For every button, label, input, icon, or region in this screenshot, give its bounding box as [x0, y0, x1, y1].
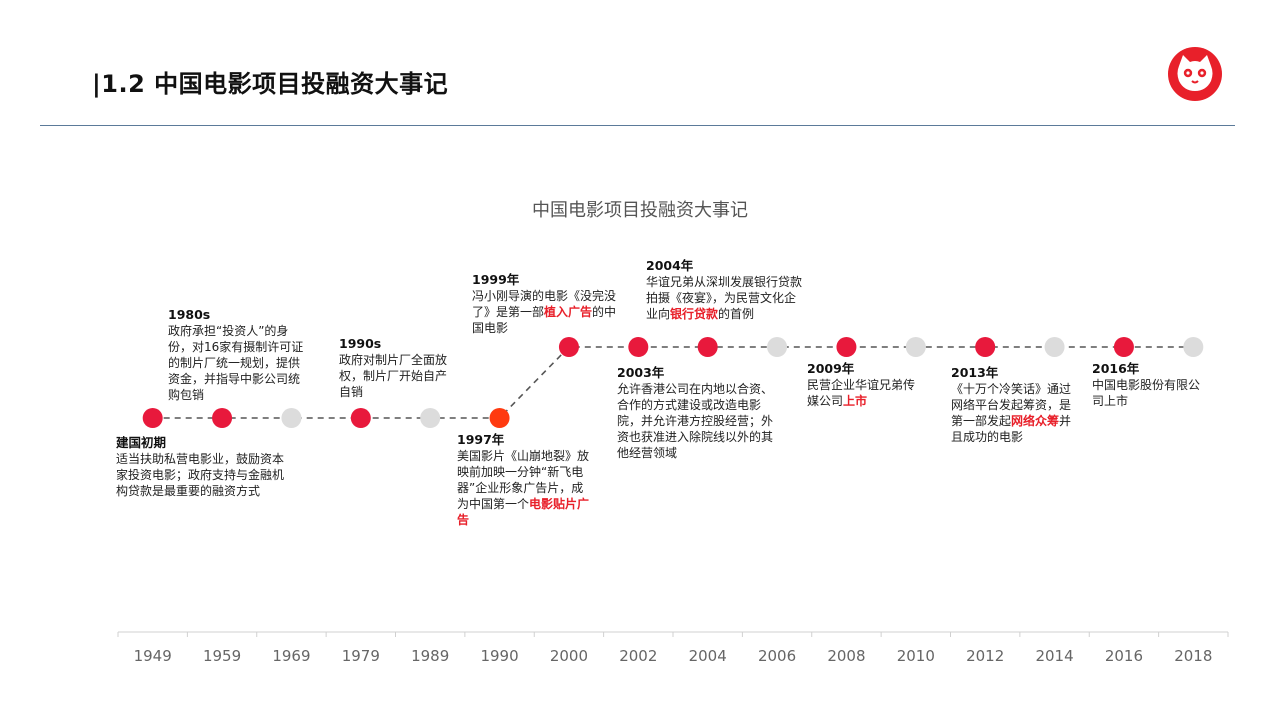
event-annotation: 1997年美国影片《山崩地裂》放映前加映一分钟“新飞电器”企业形象广告片，成为中…	[457, 432, 595, 528]
timeline-marker	[697, 337, 718, 357]
event-text: 民营企业华谊兄弟传媒公司	[807, 378, 916, 408]
event-annotation: 1999年冯小刚导演的电影《没完没了》是第一部植入广告的中国电影	[472, 272, 617, 336]
x-tick-label: 1979	[342, 647, 380, 665]
event-highlight-text: 网络众筹	[1011, 414, 1060, 428]
event-text: 美国影片《山崩地裂》放映前加映一分钟“新飞电器”企业形象广告片，成为中国第一个	[457, 449, 590, 511]
timeline-marker	[350, 408, 371, 428]
event-annotation: 2013年《十万个冷笑话》通过网络平台发起筹资，是第一部发起网络众筹并且成功的电…	[951, 365, 1079, 445]
x-tick-label: 2018	[1174, 647, 1212, 665]
event-year: 2004年	[646, 258, 694, 273]
timeline-marker	[1183, 337, 1204, 357]
x-tick-label: 2010	[897, 647, 935, 665]
x-tick-label: 2008	[827, 647, 865, 665]
slide-title: |1.2 中国电影项目投融资大事记	[92, 70, 449, 98]
timeline-marker	[212, 408, 233, 428]
timeline-marker	[489, 408, 510, 428]
x-tick-label: 2016	[1105, 647, 1143, 665]
event-annotation: 2009年民营企业华谊兄弟传媒公司上市	[807, 361, 917, 409]
timeline-marker	[142, 408, 163, 428]
event-text: 的首例	[718, 307, 755, 321]
event-highlight-text: 银行贷款	[670, 307, 719, 321]
timeline-marker	[558, 337, 579, 357]
timeline-path	[152, 346, 1194, 419]
event-text: 华谊兄弟从深圳发展银行贷款拍摄《夜宴》，为民营文化企业向	[646, 275, 803, 321]
x-tick-label: 2012	[966, 647, 1004, 665]
event-text: 冯小刚导演的电影《没完没了》是第一部	[472, 289, 617, 319]
chart-title: 中国电影项目投融资大事记	[532, 200, 748, 221]
x-tick-label: 1969	[272, 647, 310, 665]
event-year: 1997年	[457, 432, 505, 447]
event-text: 并且成功的电影	[951, 414, 1072, 444]
x-tick-label: 1959	[203, 647, 241, 665]
event-year: 2013年	[951, 365, 999, 380]
cat-face-icon	[1168, 47, 1222, 101]
event-annotation: 1980s 政府承担“投资人”的身份，对16家有摄制许可证的制片厂统一规划，提供资…	[168, 307, 304, 403]
x-tick-label: 2006	[758, 647, 796, 665]
event-highlight-text: 电影贴片广告	[457, 497, 590, 527]
title-divider	[40, 125, 1235, 126]
event-highlight-text: 上市	[843, 394, 868, 408]
event-text: 允许香港公司在内地以合资、合作的方式建设或改造电影院，并允许港方控股经营；外资也…	[617, 382, 774, 460]
event-annotation: 2016年中国电影股份有限公司上市	[1092, 361, 1200, 409]
timeline-marker	[767, 337, 788, 357]
event-year: 2009年	[807, 361, 855, 376]
event-annotation: 2003年允许香港公司在内地以合资、合作的方式建设或改造电影院，并允许港方控股经…	[617, 365, 780, 461]
event-text: 《十万个冷笑话》通过网络平台发起筹资，是第一部发起	[951, 382, 1072, 428]
timeline-marker	[628, 337, 649, 357]
x-tick-label: 2004	[689, 647, 727, 665]
event-annotation: 1990s 政府对制片厂全面放权，制片厂开始自产自销	[339, 336, 449, 400]
timeline-marker	[420, 408, 441, 428]
x-tick-label: 2014	[1035, 647, 1073, 665]
event-year: 建国初期	[116, 435, 167, 450]
x-tick-label: 2002	[619, 647, 657, 665]
timeline-marker	[1113, 337, 1134, 357]
event-year: 2003年	[617, 365, 665, 380]
event-year: 1980s	[168, 307, 211, 322]
timeline-marker	[281, 408, 302, 428]
event-text: 的中国电影	[472, 305, 617, 335]
event-text: 适当扶助私营电影业，鼓励资本家投资电影；政府支持与金融机构贷款是最重要的融资方式	[116, 452, 285, 498]
timeline-marker	[905, 337, 926, 357]
event-highlight-text: 植入广告	[544, 305, 593, 319]
timeline-marker	[1044, 337, 1065, 357]
x-tick-label: 2000	[550, 647, 588, 665]
event-year: 1990s	[339, 336, 382, 351]
x-tick-label: 1949	[134, 647, 172, 665]
x-tick-label: 1989	[411, 647, 449, 665]
event-year: 1999年	[472, 272, 520, 287]
x-tick-label: 1990	[480, 647, 518, 665]
event-text: 中国电影股份有限公司上市	[1092, 378, 1201, 408]
event-year: 2016年	[1092, 361, 1140, 376]
event-annotation: 2004年华谊兄弟从深圳发展银行贷款拍摄《夜宴》，为民营文化企业向银行贷款的首例	[646, 258, 806, 322]
timeline-marker	[975, 337, 996, 357]
event-annotation: 建国初期适当扶助私营电影业，鼓励资本家投资电影；政府支持与金融机构贷款是最重要的…	[116, 435, 294, 499]
timeline-marker	[836, 337, 857, 357]
event-text: 政府对制片厂全面放权，制片厂开始自产自销	[339, 353, 448, 399]
event-text: 政府承担“投资人”的身份，对16家有摄制许可证的制片厂统一规划，提供资金，并指导…	[168, 324, 304, 402]
